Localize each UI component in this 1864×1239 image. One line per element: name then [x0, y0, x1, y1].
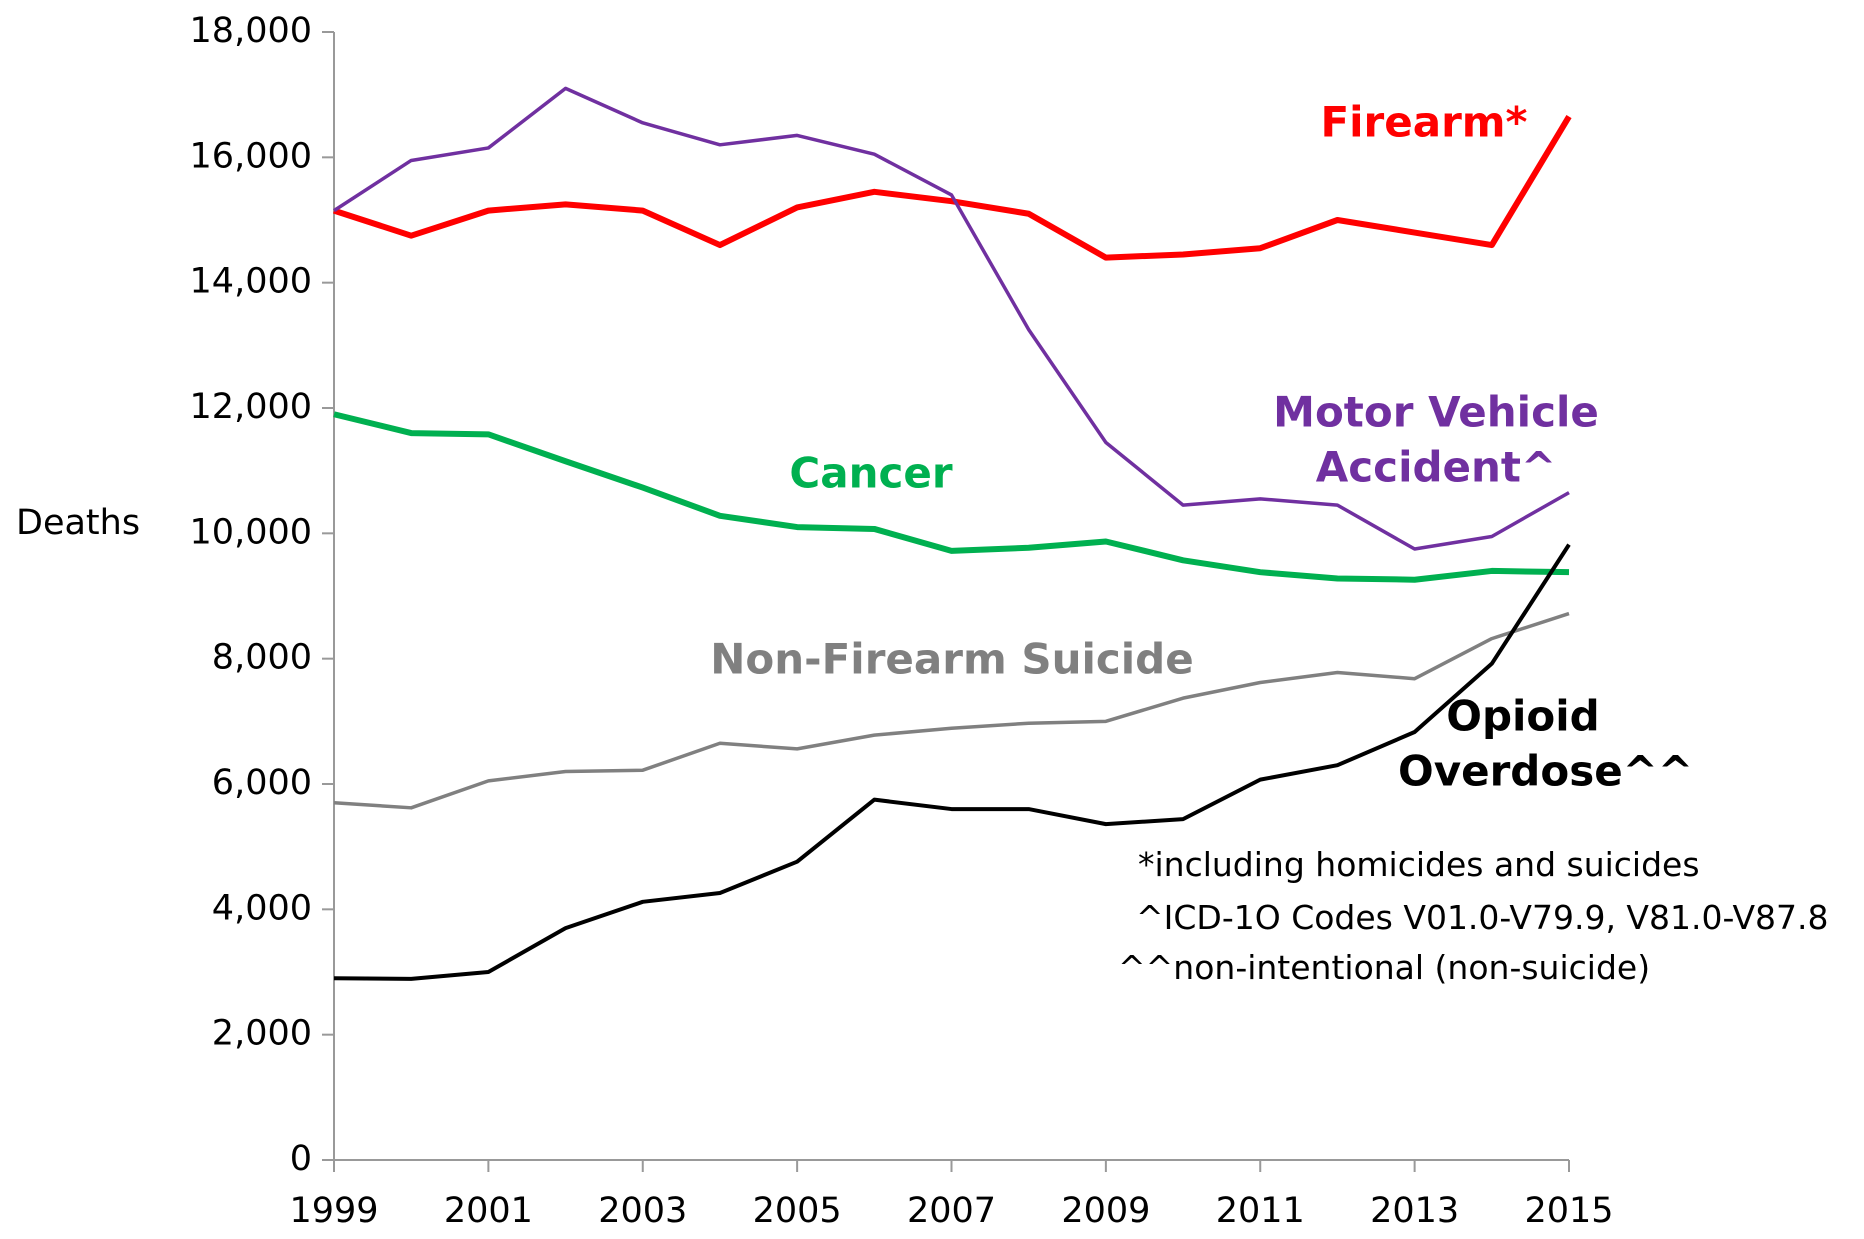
- y-tick-label: 8,000: [212, 638, 312, 678]
- footnote: ^ICD-1O Codes V01.0-V79.9, V81.0-V87.8: [1136, 898, 1829, 937]
- series-label: Opioid Overdose^^: [1398, 691, 1694, 795]
- y-tick-label: 0: [290, 1139, 312, 1179]
- y-tick-label: 16,000: [190, 136, 312, 176]
- x-tick-label: 2005: [753, 1191, 842, 1231]
- series-label: Motor Vehicle Accident^: [1273, 387, 1599, 491]
- series-label: Firearm*: [1320, 97, 1528, 147]
- footnote: *including homicides and suicides: [1138, 845, 1700, 884]
- series-line: [333, 86, 1570, 551]
- x-tick-label: 2003: [598, 1191, 687, 1231]
- footnote: ^^non-intentional (non-suicide): [1118, 948, 1651, 987]
- y-axis-label: Deaths: [16, 503, 140, 543]
- x-tick-label: 2013: [1370, 1191, 1459, 1231]
- y-tick-label: 12,000: [190, 387, 312, 427]
- series-label: Cancer: [789, 448, 953, 498]
- series-line: [333, 611, 1570, 810]
- y-tick-label: 4,000: [212, 888, 312, 928]
- x-tick-label: 2015: [1524, 1191, 1613, 1231]
- series-line: [333, 115, 1572, 261]
- x-tick-label: 2009: [1061, 1191, 1150, 1231]
- series-line: [333, 411, 1570, 583]
- y-tick-label: 14,000: [190, 262, 312, 302]
- x-tick-label: 2011: [1216, 1191, 1305, 1231]
- y-tick-label: 10,000: [190, 512, 312, 552]
- x-tick-label: 1999: [289, 1191, 378, 1231]
- y-tick-label: 2,000: [212, 1014, 312, 1054]
- x-tick-label: 2001: [444, 1191, 533, 1231]
- x-tick-label: 2007: [907, 1191, 996, 1231]
- series-line: [333, 543, 1571, 981]
- series-label: Non-Firearm Suicide: [710, 634, 1194, 684]
- y-tick-label: 6,000: [212, 763, 312, 803]
- y-tick-label: 18,000: [190, 11, 312, 51]
